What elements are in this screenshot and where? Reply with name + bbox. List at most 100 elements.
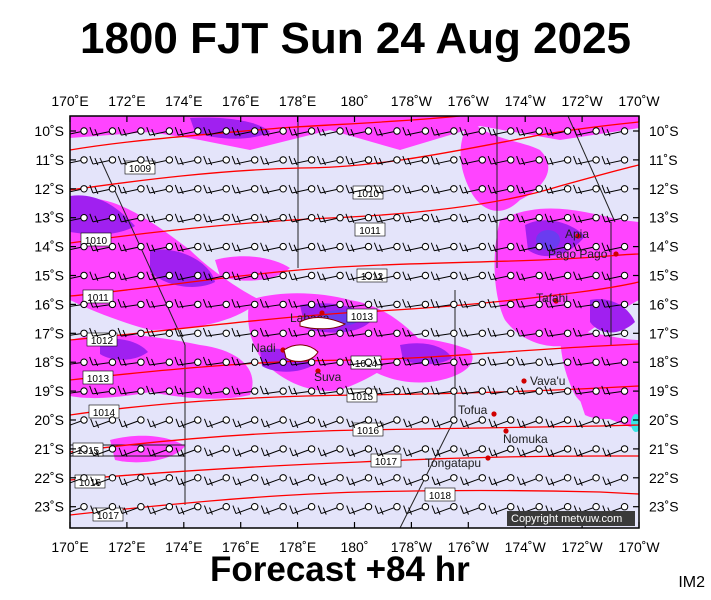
barb-feather [573,242,578,251]
wind-barb [260,242,287,252]
barb-feather [202,385,207,395]
wind-barb [117,327,145,338]
barb-station [592,329,600,337]
wind-barb [544,242,572,252]
barb-feather [146,155,151,165]
barb-feather [118,447,123,456]
barb-feather [231,242,236,251]
barb-station [478,185,486,193]
barb-feather [203,418,208,428]
barb-station [194,127,202,135]
wind-barb [601,213,629,224]
barb-station [620,156,629,164]
wind-barb [70,300,88,309]
barb-station [222,474,230,482]
barb-station [535,242,543,251]
barb-feather [516,271,521,280]
precip-core [631,414,639,432]
wind-barb [175,474,202,486]
barb-feather [203,126,208,136]
barb-feather [89,327,94,337]
wind-barb [70,503,88,515]
barb-feather [288,271,293,280]
barb-feather [322,420,327,429]
barb-feather [402,327,407,337]
barb-feather [577,358,582,367]
copyright-text: Copyright metvuw.com [511,513,622,525]
barb-feather [521,420,526,429]
barb-feather [607,478,612,486]
barb-feather [179,244,184,252]
barb-feather [378,273,383,281]
wind-barb [516,126,543,137]
barb-feather [516,213,521,223]
barb-feather [373,271,378,280]
barb-feather [492,157,497,166]
barb-feather [95,420,100,429]
place-label: Tongatapu [425,456,481,470]
barb-station [421,185,430,193]
barb-feather [601,271,606,280]
barb-feather [293,273,298,281]
barb-feather [464,128,469,137]
isobar-label-box [80,232,112,247]
barb-station [478,329,486,337]
wind-barb [487,385,515,396]
barb-feather [294,478,299,486]
barb-feather [237,449,242,457]
barb-feather [317,242,321,251]
barb-station [364,214,373,222]
barb-station [592,271,600,280]
wind-barb [260,126,287,137]
barb-feather [488,447,493,456]
wind-barb [345,155,373,166]
barb-station [393,329,401,337]
barb-station [535,474,543,482]
barb-feather [430,242,435,251]
barb-feather [260,447,265,456]
wind-barb [346,445,373,457]
barb-station [535,358,543,366]
barb-feather [549,358,554,367]
barb-feather [117,126,122,136]
barb-feather [606,273,611,281]
barb-station [165,242,174,251]
barb-station [336,329,344,337]
barb-feather [459,155,464,165]
barb-station [165,474,174,482]
barb-station [137,127,145,135]
lon-label-top: 176˚E [222,93,259,109]
wind-barb [232,503,259,515]
wind-barb [346,416,373,429]
barb-feather [202,327,207,337]
lon-label-bottom: 172˚W [561,539,603,555]
barb-feather [231,184,236,194]
barb-feather [288,126,293,136]
barb-station [393,416,401,424]
barb-feather [122,244,127,252]
place-marker [319,310,325,316]
barb-station [478,358,486,366]
barb-station [535,387,543,395]
barb-station [80,358,88,366]
barb-feather [117,184,122,194]
barb-feather [572,299,577,308]
barb-feather [578,128,582,137]
barb-feather [402,126,407,136]
barb-feather [260,184,265,194]
barb-feather [492,329,497,338]
barb-station [194,445,202,453]
barb-feather [265,273,270,281]
barb-station [364,127,373,135]
wind-barb [345,213,373,224]
barb-feather [606,157,611,166]
barb-station [279,503,287,511]
wind-barb [487,327,515,338]
barb-feather [544,155,549,165]
barb-feather [544,385,549,395]
wind-barb [430,327,458,338]
barb-feather [94,186,99,195]
precip-heavy-area [70,195,135,235]
barb-station [165,127,174,135]
barb-station [393,503,401,511]
